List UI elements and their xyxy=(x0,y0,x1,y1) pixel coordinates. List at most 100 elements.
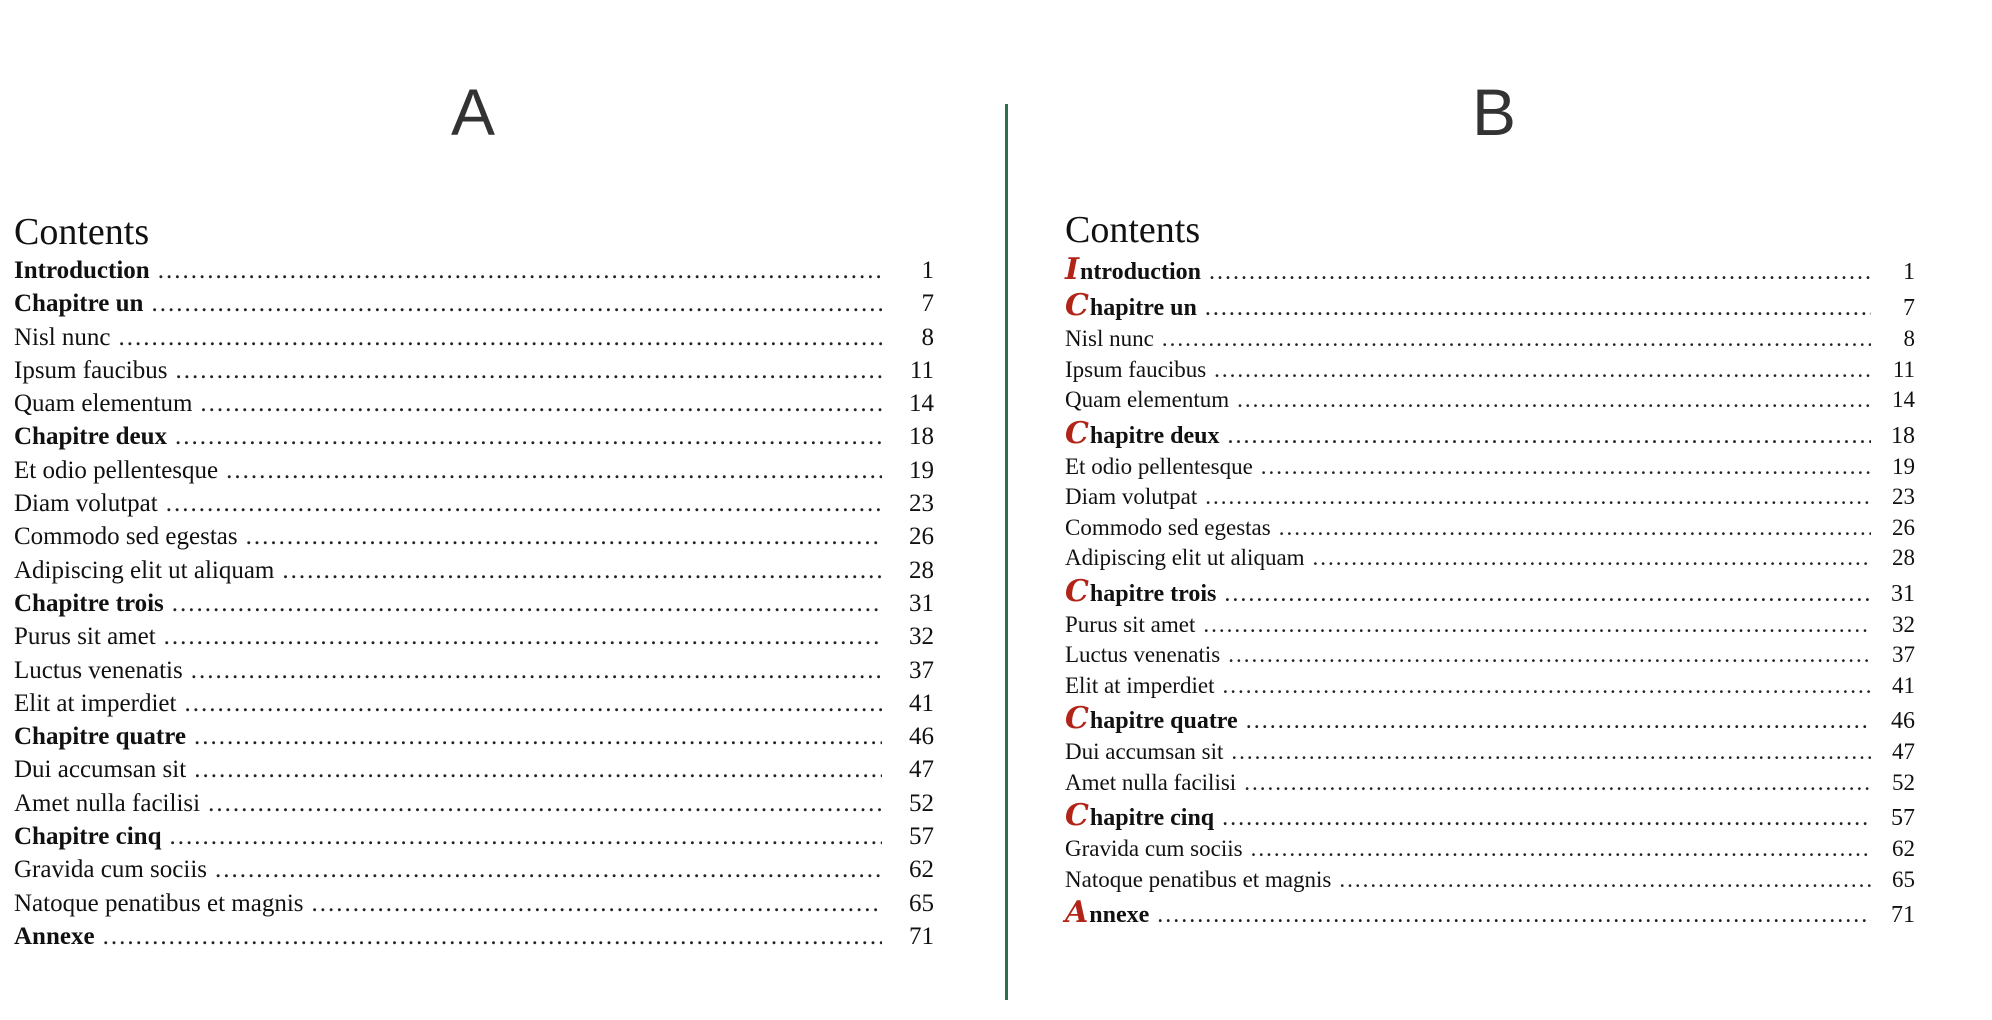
dot-leader xyxy=(1205,290,1871,326)
toc-chapter-entry[interactable]: Annexe 71 xyxy=(1065,895,1915,931)
toc-chapter-entry[interactable]: Annexe 71 xyxy=(14,920,934,953)
toc-section-entry[interactable]: Gravida cum sociis 62 xyxy=(14,853,934,886)
dot-leader xyxy=(1237,385,1871,416)
toc-chapter-entry[interactable]: Introduction 1 xyxy=(1065,252,1915,288)
toc-entry-label: Nisl nunc xyxy=(1065,326,1154,351)
dot-leader xyxy=(1222,800,1871,836)
page-number: 47 xyxy=(1892,739,1915,764)
toc-chapter-entry[interactable]: Chapitre un 7 xyxy=(14,287,934,320)
toc-chapter-entry[interactable]: Chapitre trois 31 xyxy=(14,587,934,620)
toc-section-entry[interactable]: Luctus venenatis 37 xyxy=(14,654,934,687)
toc-section-entry[interactable]: Natoque penatibus et magnis 65 xyxy=(1065,865,1915,896)
dot-leader xyxy=(282,554,882,587)
toc-section-entry[interactable]: Luctus venenatis 37 xyxy=(1065,640,1915,671)
toc-entry-label: Luctus venenatis xyxy=(1065,642,1221,667)
dot-leader xyxy=(191,654,882,687)
dot-leader xyxy=(1339,865,1871,896)
toc-section-entry[interactable]: Adipiscing elit ut aliquam 28 xyxy=(1065,543,1915,574)
dot-leader xyxy=(164,620,882,653)
page-number: 62 xyxy=(909,856,934,884)
toc-chapter-entry[interactable]: Chapitre quatre 46 xyxy=(14,720,934,753)
toc-chapter-entry[interactable]: Chapitre quatre 46 xyxy=(1065,701,1915,737)
page-number: 26 xyxy=(1892,514,1915,540)
toc-section-entry[interactable]: Natoque penatibus et magnis 65 xyxy=(14,887,934,920)
toc-section-entry[interactable]: Quam elementum 14 xyxy=(1065,385,1915,416)
toc-entry-label-rest: hapitre un xyxy=(1089,295,1197,321)
page-number: 14 xyxy=(909,390,934,418)
toc-chapter-entry[interactable]: Chapitre cinq 57 xyxy=(14,820,934,853)
dot-leader xyxy=(312,887,882,920)
toc-entry-label: Et odio pellentesque xyxy=(1065,453,1253,479)
page-number: 52 xyxy=(1892,769,1915,795)
page-number: 23 xyxy=(1892,484,1915,509)
toc-entry-label: Commodo sed egestas xyxy=(14,523,238,551)
toc-entry-label: Chapitre cinq xyxy=(14,823,162,851)
toc-section-entry[interactable]: Nisl nunc 8 xyxy=(14,321,934,354)
decorative-initial: A xyxy=(1065,895,1089,930)
toc-entry-label: Chapitre un xyxy=(1065,288,1197,326)
toc-section-entry[interactable]: Amet nulla facilisi 52 xyxy=(1065,768,1915,799)
toc-section-entry[interactable]: Ipsum faucibus 11 xyxy=(1065,355,1915,386)
page-number: 62 xyxy=(1892,836,1915,861)
toc-chapter-entry[interactable]: Chapitre cinq 57 xyxy=(1065,798,1915,834)
toc-section-entry[interactable]: Diam volutpat 23 xyxy=(14,487,934,520)
toc-section-entry[interactable]: Elit at imperdiet 41 xyxy=(1065,671,1915,702)
toc-section-entry[interactable]: Amet nulla facilisi 52 xyxy=(14,787,934,820)
page-number: 37 xyxy=(909,656,934,684)
toc-title: Contents xyxy=(14,211,150,253)
toc-section-entry[interactable]: Commodo sed egestas 26 xyxy=(14,520,934,553)
dot-leader xyxy=(1209,254,1871,290)
page-number: 32 xyxy=(909,623,934,651)
toc-section-entry[interactable]: Purus sit amet 32 xyxy=(14,620,934,653)
panel-a-label: A xyxy=(450,75,496,149)
toc-section-entry[interactable]: Et odio pellentesque 19 xyxy=(1065,452,1915,483)
toc-section-entry[interactable]: Gravida cum sociis 62 xyxy=(1065,834,1915,865)
dot-leader xyxy=(172,587,882,620)
toc-list: Introduction 1 Chapitre un 7 Nisl nunc 8 Ipsum… xyxy=(14,254,934,953)
page-number: 7 xyxy=(1903,295,1915,321)
decorative-initial: C xyxy=(1065,573,1089,609)
toc-chapter-entry[interactable]: Chapitre deux 18 xyxy=(14,420,934,453)
toc-section-entry[interactable]: Dui accumsan sit 47 xyxy=(1065,737,1915,768)
dot-leader xyxy=(175,420,882,453)
toc-entry-label: Chapitre un xyxy=(14,290,144,318)
dot-leader xyxy=(103,920,882,953)
page-number: 71 xyxy=(1891,902,1915,928)
toc-section-entry[interactable]: Commodo sed egestas 26 xyxy=(1065,513,1915,544)
toc-section-entry[interactable]: Dui accumsan sit 47 xyxy=(14,753,934,786)
dot-leader xyxy=(1227,418,1871,454)
dot-leader xyxy=(1162,324,1871,355)
toc-section-entry[interactable]: Et odio pellentesque 19 xyxy=(14,454,934,487)
page-number: 19 xyxy=(909,456,934,484)
toc-entry-label: Introduction xyxy=(1065,252,1201,290)
toc-chapter-entry[interactable]: Chapitre trois 31 xyxy=(1065,574,1915,610)
toc-section-entry[interactable]: Elit at imperdiet 41 xyxy=(14,687,934,720)
panel-divider xyxy=(1005,104,1008,1000)
toc-list: Introduction 1 Chapitre un 7 Nisl nunc 8 Ipsum… xyxy=(1065,252,1915,931)
page-number: 46 xyxy=(1891,708,1915,734)
toc-chapter-entry[interactable]: Chapitre deux 18 xyxy=(1065,416,1915,452)
toc-chapter-entry[interactable]: Introduction 1 xyxy=(14,254,934,287)
page-number: 1 xyxy=(921,257,935,284)
dot-leader xyxy=(119,321,882,354)
toc-section-entry[interactable]: Purus sit amet 32 xyxy=(1065,610,1915,641)
panel-b-label: B xyxy=(1471,75,1517,149)
page-number: 47 xyxy=(909,756,934,784)
page-number: 31 xyxy=(909,589,934,617)
toc-chapter-entry[interactable]: Chapitre un 7 xyxy=(1065,288,1915,324)
toc-section-entry[interactable]: Diam volutpat 23 xyxy=(1065,482,1915,513)
dot-leader xyxy=(158,254,882,287)
toc-entry-label: Dui accumsan sit xyxy=(14,756,187,784)
toc-entry-label: Annexe xyxy=(1065,895,1149,933)
page-number: 28 xyxy=(1892,545,1915,570)
toc-entry-label: Diam volutpat xyxy=(1065,484,1198,509)
toc-section-entry[interactable]: Quam elementum 14 xyxy=(14,387,934,420)
dot-leader xyxy=(226,454,882,487)
toc-panel-a: Contents Introduction 1 Chapitre un 7 Nisl n… xyxy=(14,210,934,953)
dot-leader xyxy=(200,387,882,420)
toc-section-entry[interactable]: Adipiscing elit ut aliquam 28 xyxy=(14,554,934,587)
page-number: 19 xyxy=(1892,453,1915,479)
dot-leader xyxy=(1203,610,1871,641)
toc-section-entry[interactable]: Nisl nunc 8 xyxy=(1065,324,1915,355)
toc-section-entry[interactable]: Ipsum faucibus 11 xyxy=(14,354,934,387)
